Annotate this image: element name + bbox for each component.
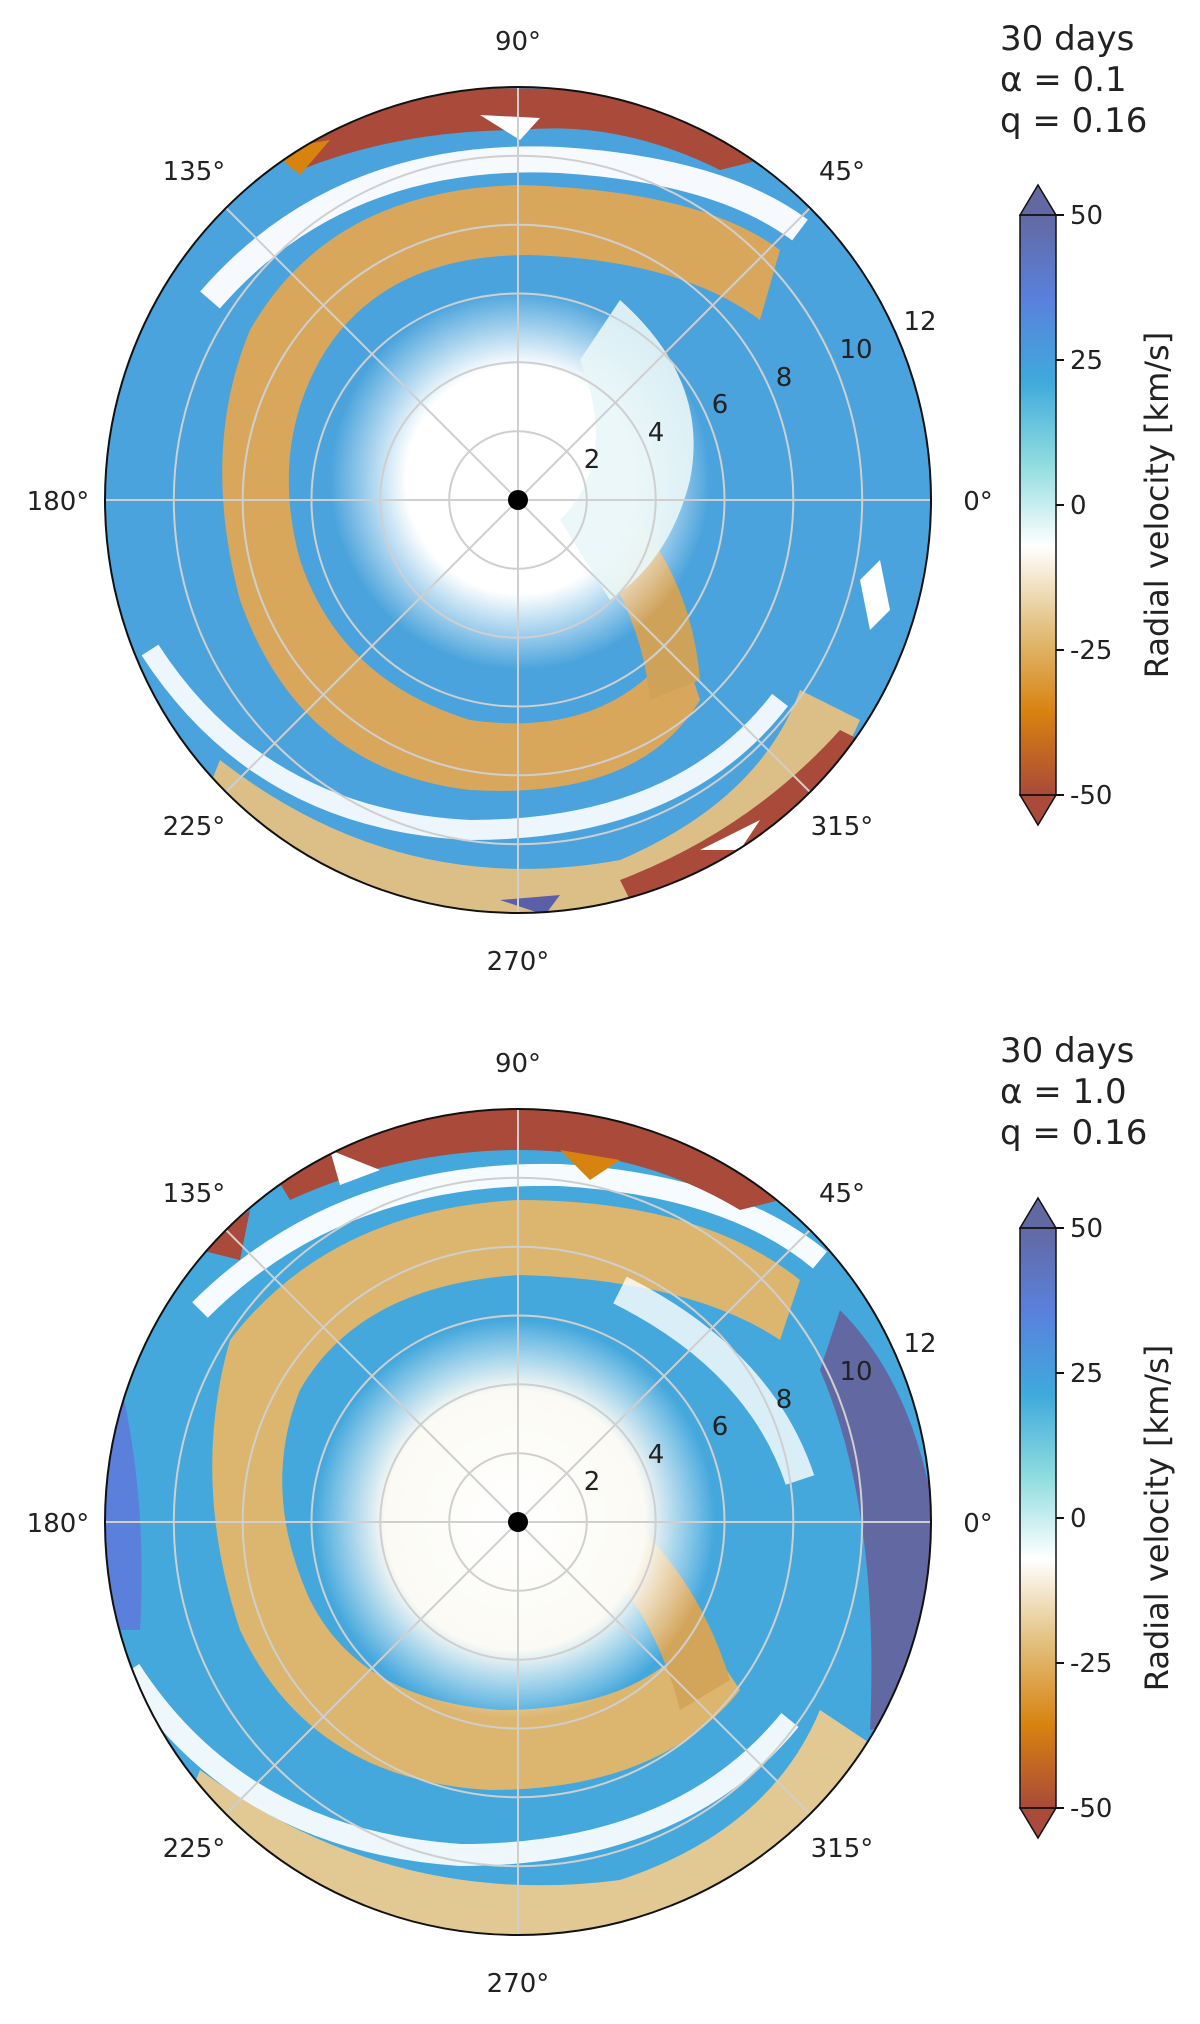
angle-tick-90: 90° bbox=[495, 1049, 541, 1079]
colorbar-tick: -25 bbox=[1070, 1649, 1112, 1679]
angle-tick-180: 180° bbox=[27, 487, 90, 517]
radial-tick-8: 8 bbox=[776, 1385, 793, 1415]
colorbar-tick: 25 bbox=[1070, 346, 1103, 376]
colorbar-extend-top bbox=[1018, 1196, 1058, 1229]
colorbar-extend-bottom bbox=[1018, 1807, 1058, 1840]
angle-tick-315: 315° bbox=[811, 1834, 874, 1864]
radial-tick-2: 2 bbox=[584, 445, 601, 475]
angle-tick-225: 225° bbox=[163, 1834, 226, 1864]
colorbar: 50 25 0 -25 -50 Radial velocity [km/s] bbox=[1018, 1196, 1176, 1840]
colorbar-label: Radial velocity [km/s] bbox=[1138, 1345, 1176, 1691]
colorbar-tick: 50 bbox=[1070, 1214, 1103, 1244]
center-marker bbox=[508, 490, 528, 510]
radial-tick-8: 8 bbox=[776, 363, 793, 393]
colorbar-tick: -50 bbox=[1070, 1794, 1112, 1824]
polar-grid bbox=[105, 1109, 931, 1935]
angle-tick-0: 0° bbox=[963, 1509, 993, 1539]
radial-tick-10: 10 bbox=[839, 1357, 872, 1387]
colorbar-tick: 50 bbox=[1070, 201, 1103, 231]
radial-tick-6: 6 bbox=[712, 1412, 729, 1442]
angle-tick-315: 315° bbox=[811, 812, 874, 842]
angle-tick-135: 135° bbox=[163, 1179, 226, 1209]
angle-tick-180: 180° bbox=[27, 1509, 90, 1539]
polar-chart-top: 0° 45° 90° 135° 180° 225° 270° 315° 2 4 … bbox=[27, 19, 1176, 977]
angle-tick-90: 90° bbox=[495, 27, 541, 57]
polar-frame bbox=[104, 1108, 932, 1936]
radial-tick-10: 10 bbox=[839, 335, 872, 365]
velocity-field bbox=[105, 87, 931, 913]
colorbar: 50 25 0 -25 -50 Radial velocity [km/s] bbox=[1018, 183, 1176, 827]
angle-tick-270: 270° bbox=[487, 947, 550, 977]
colorbar-tick: 25 bbox=[1070, 1359, 1103, 1389]
polar-panel-bottom: 0° 45° 90° 135° 180° 225° 270° 315° 2 4 … bbox=[0, 1010, 1200, 2020]
polar-chart-bottom: 0° 45° 90° 135° 180° 225° 270° 315° 2 4 … bbox=[27, 1031, 1176, 1999]
colorbar-body bbox=[1020, 1228, 1056, 1808]
annotation-days: 30 days bbox=[1000, 19, 1134, 59]
colorbar-extend-bottom bbox=[1018, 794, 1058, 827]
annotation-alpha: α = 1.0 bbox=[1000, 1072, 1127, 1112]
center-marker bbox=[508, 1512, 528, 1532]
colorbar-extend-top bbox=[1018, 183, 1058, 216]
annotation-days: 30 days bbox=[1000, 1031, 1134, 1071]
angle-tick-270: 270° bbox=[487, 1969, 550, 1999]
radial-tick-12: 12 bbox=[903, 307, 936, 337]
polar-frame bbox=[104, 86, 932, 914]
radial-tick-6: 6 bbox=[712, 390, 729, 420]
colorbar-tick: 0 bbox=[1070, 491, 1087, 521]
colorbar-tick: -25 bbox=[1070, 636, 1112, 666]
angle-tick-0: 0° bbox=[963, 487, 993, 517]
radial-tick-12: 12 bbox=[903, 1329, 936, 1359]
annotation-alpha: α = 0.1 bbox=[1000, 60, 1127, 100]
annotation-q: q = 0.16 bbox=[1000, 101, 1147, 141]
colorbar-tick: -50 bbox=[1070, 781, 1112, 811]
radial-tick-4: 4 bbox=[648, 418, 665, 448]
colorbar-tick: 0 bbox=[1070, 1504, 1087, 1534]
colorbar-label: Radial velocity [km/s] bbox=[1138, 332, 1176, 678]
radial-tick-2: 2 bbox=[584, 1467, 601, 1497]
colorbar-body bbox=[1020, 215, 1056, 795]
radial-tick-4: 4 bbox=[648, 1440, 665, 1470]
angle-tick-45: 45° bbox=[819, 1179, 865, 1209]
angle-tick-135: 135° bbox=[163, 157, 226, 187]
polar-panel-top: 0° 45° 90° 135° 180° 225° 270° 315° 2 4 … bbox=[0, 0, 1200, 1010]
angle-tick-225: 225° bbox=[163, 812, 226, 842]
annotation-q: q = 0.16 bbox=[1000, 1113, 1147, 1153]
angle-tick-45: 45° bbox=[819, 157, 865, 187]
